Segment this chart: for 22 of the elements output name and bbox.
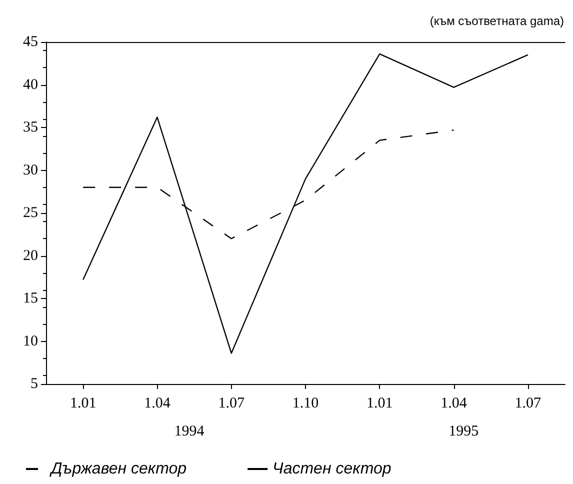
legend-label: Държавен сектор — [49, 460, 187, 478]
chart-subtitle: (към съответната gama) — [430, 14, 564, 28]
y-tick-label: 25 — [23, 205, 38, 221]
y-tick-label: 45 — [23, 34, 38, 50]
x-tick-label: 1.04 — [440, 396, 468, 412]
y-tick-label: 10 — [23, 333, 38, 350]
x-tick-label: 1.01 — [366, 396, 393, 412]
x-tick-label: 1.07 — [218, 396, 245, 412]
y-tick-label: 30 — [23, 162, 38, 178]
line-series — [82, 53, 529, 354]
y-tick-label: 20 — [23, 248, 38, 264]
x-tick-label: 1.07 — [514, 396, 542, 412]
legend-label: Частен сектор — [272, 460, 392, 478]
y-tick-label: 5 — [30, 376, 38, 392]
text: 1995 — [448, 424, 479, 440]
y-tick-label: 35 — [23, 120, 38, 136]
x-tick-label: 1.10 — [292, 396, 319, 412]
text: 1994 — [174, 424, 205, 440]
y-tick-label: 15 — [23, 290, 38, 306]
x-tick-label: 1.04 — [144, 396, 171, 412]
y-tick-label: 40 — [23, 76, 38, 93]
x-tick-label: 1.01 — [70, 396, 96, 412]
